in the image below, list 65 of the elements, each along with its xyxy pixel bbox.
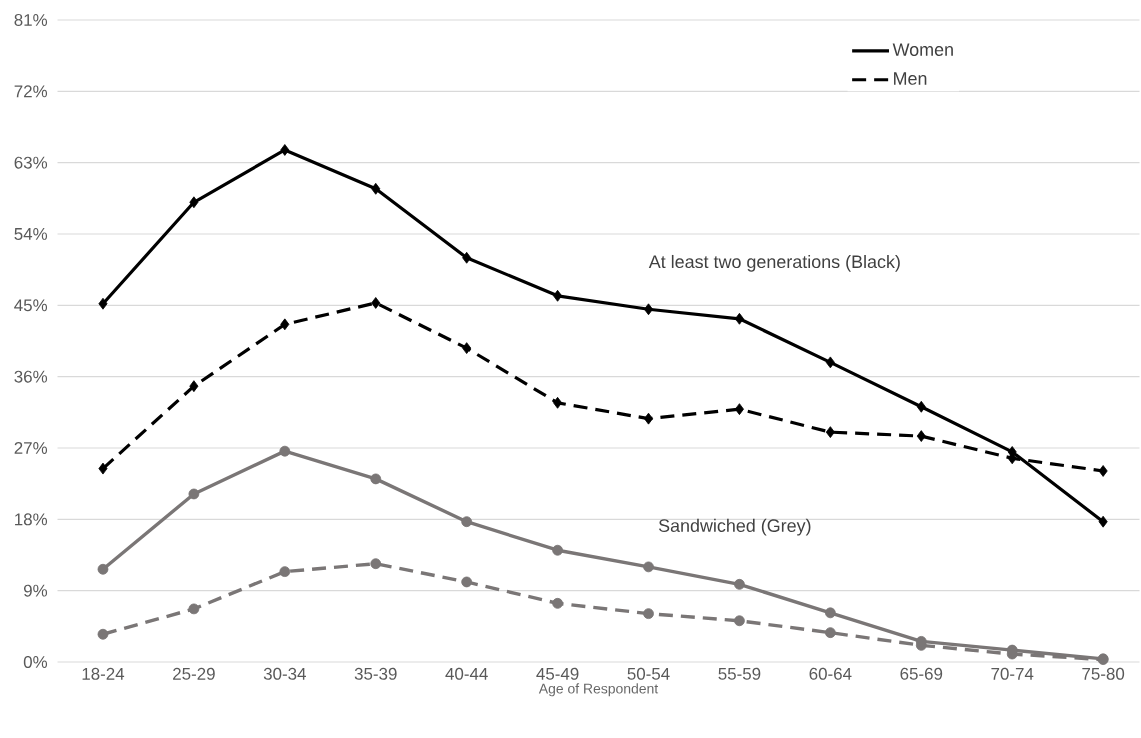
x-tick-label: 18-24: [82, 667, 125, 680]
point: [552, 544, 563, 556]
y-tick-label: 63%: [14, 156, 48, 169]
x-tick-label: 30-34: [263, 667, 306, 680]
point: [824, 607, 836, 619]
y-tick-label: 18%: [15, 513, 48, 526]
x-tick-label: 55-59: [718, 667, 761, 680]
point: [643, 561, 654, 573]
point: [280, 144, 290, 156]
x-tick-label: 45-49: [536, 667, 579, 680]
x-tick-label: 60-64: [809, 667, 852, 680]
point: [188, 488, 200, 500]
point: [644, 303, 654, 316]
y-tick-label: 45%: [14, 299, 48, 312]
point: [553, 396, 563, 409]
y-tick-label: 81%: [14, 13, 48, 26]
x-axis-title: Age of Respondent: [538, 683, 659, 697]
y-tick-label: 54%: [14, 228, 48, 240]
x-tick-label: 75-80: [1082, 667, 1125, 680]
legend-label: Men: [894, 72, 927, 85]
annotation: Sandwiched (Grey): [658, 518, 811, 536]
point: [189, 380, 199, 393]
point: [370, 473, 382, 485]
point: [461, 576, 473, 588]
y-tick-label: 36%: [14, 370, 48, 383]
x-tick-label: 25-29: [173, 667, 215, 680]
x-tick-label: 40-44: [445, 667, 488, 680]
point: [97, 563, 109, 575]
x-tick-label: 50-54: [627, 667, 670, 680]
point: [644, 412, 654, 425]
y-tick-label: 72%: [14, 85, 48, 98]
point: [916, 400, 926, 413]
x-tick-label: 65-69: [900, 667, 943, 680]
point: [189, 196, 199, 209]
point: [370, 558, 382, 570]
point: [98, 297, 108, 310]
point: [1098, 465, 1108, 477]
point: [553, 289, 563, 302]
point: [552, 597, 563, 609]
y-tick-label: 27%: [14, 442, 48, 454]
point: [97, 628, 109, 640]
point: [462, 342, 472, 354]
x-tick-label: 70-74: [991, 667, 1034, 680]
point: [1098, 515, 1108, 528]
point: [371, 297, 381, 309]
point: [734, 615, 745, 627]
point: [188, 603, 200, 615]
point: [916, 430, 926, 442]
x-tick-label: 35-39: [354, 667, 397, 680]
point: [279, 445, 291, 457]
point: [643, 608, 654, 620]
point: [825, 426, 835, 439]
point: [825, 356, 835, 369]
legend-label: Women: [892, 43, 953, 56]
point: [461, 516, 473, 528]
point: [98, 462, 108, 475]
y-tick-label: 0%: [23, 655, 48, 668]
point: [279, 566, 291, 578]
point: [734, 578, 745, 590]
annotation: At least two generations (Black): [648, 254, 900, 272]
y-tick-label: 9%: [23, 584, 48, 597]
point: [462, 251, 472, 264]
point: [280, 318, 290, 331]
point: [824, 627, 836, 639]
point: [371, 182, 381, 195]
